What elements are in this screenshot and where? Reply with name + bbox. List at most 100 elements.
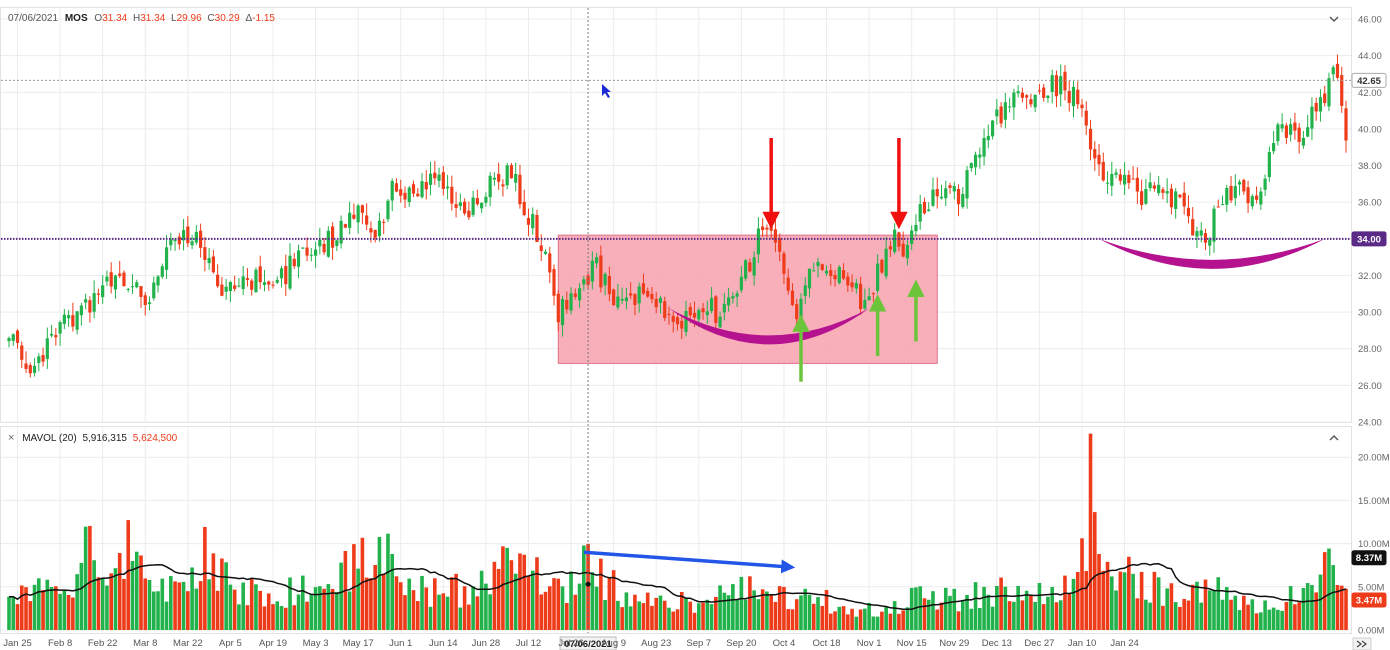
header-close: 30.29	[215, 13, 240, 24]
close-icon[interactable]: ×	[8, 432, 14, 444]
candle	[467, 201, 471, 220]
volume-bar	[432, 578, 437, 630]
candle	[233, 275, 237, 292]
candle	[139, 286, 143, 308]
candle	[318, 227, 322, 255]
volume-bar	[335, 591, 339, 630]
candle	[1301, 131, 1306, 149]
volume-bar	[1254, 613, 1259, 630]
volume-bar	[279, 605, 284, 630]
candle	[880, 258, 884, 274]
candle	[1297, 123, 1301, 154]
mavol-layer	[9, 562, 1347, 611]
candle	[1084, 101, 1088, 135]
candle	[901, 231, 905, 258]
volume-bar	[543, 591, 548, 630]
candle	[339, 215, 343, 249]
volume-bar	[645, 592, 650, 630]
candle	[1306, 114, 1310, 138]
volume-bar	[1080, 538, 1084, 630]
volume-bar	[484, 583, 488, 630]
volume-bar	[475, 596, 480, 630]
candle	[1335, 54, 1340, 80]
volume-bar	[739, 576, 744, 630]
volume-bar	[986, 594, 991, 630]
candle	[1067, 80, 1071, 112]
candle	[931, 177, 935, 207]
candle	[1229, 176, 1233, 204]
volume-bar	[454, 573, 458, 630]
candle	[1144, 178, 1148, 205]
mavol-line	[9, 562, 1347, 611]
volume-tick-label: 0.00M	[1358, 626, 1384, 637]
chevron-down-icon[interactable]	[1329, 16, 1339, 22]
volume-bar	[914, 587, 918, 630]
candle	[88, 296, 92, 323]
volume-bar	[381, 573, 386, 630]
volume-bar	[126, 520, 131, 630]
candle	[675, 313, 680, 331]
date-tick-label: Jun 14	[429, 638, 458, 649]
candle	[850, 274, 854, 292]
volume-bar	[237, 604, 241, 630]
candle	[360, 204, 365, 225]
volume-bar	[1212, 590, 1216, 630]
volume-bar	[258, 590, 263, 630]
candle	[778, 233, 782, 262]
header-open: 31.34	[102, 13, 127, 24]
candle	[220, 276, 224, 297]
double-chevron-right-icon[interactable]	[1352, 637, 1372, 650]
volume-bar	[973, 582, 978, 630]
chevron-up-icon[interactable]	[1329, 435, 1339, 441]
candle	[735, 290, 739, 307]
candle	[1323, 85, 1327, 107]
volume-bar	[948, 595, 952, 630]
volume-bar	[271, 604, 275, 630]
volume-bar	[441, 593, 446, 630]
candle	[680, 314, 684, 340]
volume-bar	[309, 594, 314, 630]
volume-bar	[1110, 576, 1114, 630]
candle	[837, 265, 841, 285]
volume-bar	[58, 593, 62, 630]
volume-bar	[122, 578, 126, 630]
date-tick-label: Mar 8	[133, 638, 157, 649]
candle	[731, 292, 735, 304]
candle	[939, 184, 944, 200]
candle	[927, 202, 931, 212]
candle	[1054, 70, 1059, 108]
candle	[1148, 172, 1152, 192]
volume-bar	[875, 616, 880, 630]
candle	[254, 267, 258, 293]
volume-bar	[262, 606, 267, 630]
candle	[1344, 100, 1348, 153]
candle	[863, 288, 867, 310]
candle	[113, 274, 118, 299]
candle	[1242, 178, 1246, 195]
candle	[160, 263, 164, 279]
candle	[820, 263, 824, 271]
volume-bar	[275, 601, 280, 630]
candle	[531, 207, 535, 235]
candle	[1267, 146, 1271, 182]
candle	[305, 237, 309, 262]
date-tick-label: Aug 23	[641, 638, 671, 649]
volume-bar	[190, 567, 194, 630]
candle	[390, 178, 394, 212]
candle	[1340, 66, 1344, 113]
volume-bar	[1195, 581, 1199, 630]
volume-bar	[863, 608, 867, 630]
candle	[1310, 97, 1314, 141]
candle	[1101, 152, 1105, 182]
header-date: 07/06/2021	[8, 13, 58, 24]
candle	[667, 306, 671, 325]
volume-bar	[1058, 600, 1063, 630]
candle	[275, 276, 279, 284]
candle	[356, 203, 360, 234]
candle	[995, 98, 999, 125]
candle	[7, 336, 11, 348]
candle	[978, 147, 982, 169]
volume-bar	[79, 562, 84, 630]
volume-bar	[471, 586, 475, 630]
